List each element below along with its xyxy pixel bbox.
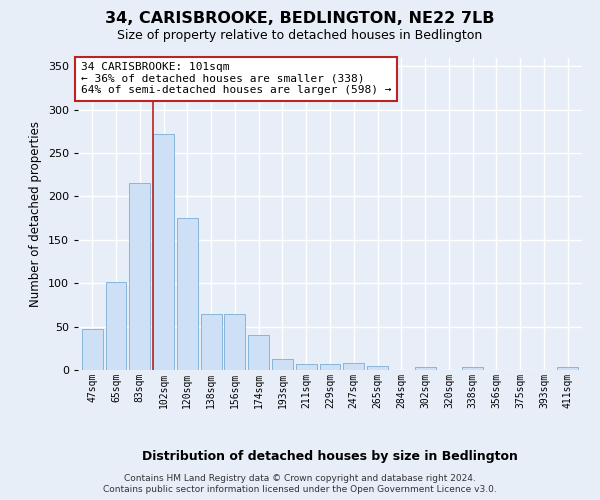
X-axis label: Distribution of detached houses by size in Bedlington: Distribution of detached houses by size …	[142, 450, 518, 462]
Bar	[272, 358, 293, 370]
Bar	[177, 218, 198, 370]
Text: Contains HM Land Registry data © Crown copyright and database right 2024.
Contai: Contains HM Land Registry data © Crown c…	[103, 474, 497, 494]
Bar	[462, 368, 483, 370]
Bar	[367, 366, 388, 370]
Y-axis label: Number of detached properties: Number of detached properties	[29, 120, 42, 306]
Bar	[153, 134, 174, 370]
Bar	[200, 314, 221, 370]
Text: 34 CARISBROOKE: 101sqm
← 36% of detached houses are smaller (338)
64% of semi-de: 34 CARISBROOKE: 101sqm ← 36% of detached…	[80, 62, 391, 96]
Bar	[130, 184, 150, 370]
Bar	[106, 282, 127, 370]
Bar	[557, 368, 578, 370]
Bar	[248, 336, 269, 370]
Bar	[343, 363, 364, 370]
Text: 34, CARISBROOKE, BEDLINGTON, NE22 7LB: 34, CARISBROOKE, BEDLINGTON, NE22 7LB	[105, 11, 495, 26]
Bar	[296, 364, 317, 370]
Bar	[415, 368, 436, 370]
Bar	[82, 329, 103, 370]
Bar	[224, 314, 245, 370]
Text: Size of property relative to detached houses in Bedlington: Size of property relative to detached ho…	[118, 29, 482, 42]
Bar	[320, 364, 340, 370]
